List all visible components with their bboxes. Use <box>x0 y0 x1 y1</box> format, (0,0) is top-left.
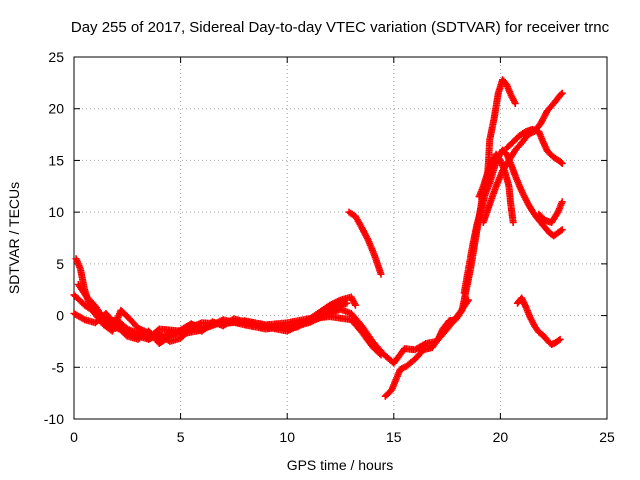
series-track-i <box>479 89 566 226</box>
x-tick-label: 5 <box>177 429 185 445</box>
series-track-j <box>503 125 566 167</box>
x-tick-label: 20 <box>493 429 509 445</box>
data-point <box>558 226 566 234</box>
y-axis-label: SDTVAR / TECUs <box>6 182 22 294</box>
data-point <box>376 350 384 358</box>
y-tick-label: 10 <box>48 204 64 220</box>
data-point <box>351 301 359 309</box>
data-point <box>377 270 385 278</box>
data-point <box>509 219 517 226</box>
data-markers <box>70 76 566 400</box>
y-tick-label: -10 <box>44 411 64 427</box>
x-axis-label: GPS time / hours <box>287 457 394 473</box>
y-tick-label: 25 <box>48 49 64 65</box>
x-tick-label: 0 <box>70 429 78 445</box>
y-tick-label: -5 <box>52 359 65 375</box>
series-track-d <box>74 281 385 359</box>
series-track-k <box>514 294 564 348</box>
series-track-l <box>535 198 566 226</box>
y-tick-label: 20 <box>48 101 64 117</box>
data-point <box>154 326 162 334</box>
data-point <box>557 227 565 235</box>
plot-frame <box>73 56 608 420</box>
series-track-e <box>345 208 385 278</box>
data-point <box>557 90 565 98</box>
data-point <box>557 159 565 166</box>
chart-title: Day 255 of 2017, Sidereal Day-to-day VTE… <box>71 19 610 36</box>
grid <box>74 57 607 419</box>
x-tick-label: 25 <box>599 429 615 445</box>
data-point <box>556 335 564 343</box>
data-point <box>558 198 566 206</box>
y-tick-label: 5 <box>56 256 64 272</box>
data-point <box>558 160 566 167</box>
data-point <box>343 299 351 307</box>
data-point <box>377 351 385 359</box>
series-track-c <box>72 255 351 344</box>
y-tick-label: 15 <box>48 152 64 168</box>
axis-ticks: 0 5 10 15 20 25 -10 -5 0 5 10 15 20 25 <box>44 49 615 445</box>
data-point <box>511 100 519 107</box>
series-track-h <box>475 150 517 226</box>
series-track-g <box>460 146 566 297</box>
data-point <box>558 89 566 97</box>
data-point <box>555 336 563 344</box>
x-tick-label: 15 <box>386 429 402 445</box>
x-tick-label: 10 <box>279 429 295 445</box>
y-tick-label: 0 <box>56 308 64 324</box>
